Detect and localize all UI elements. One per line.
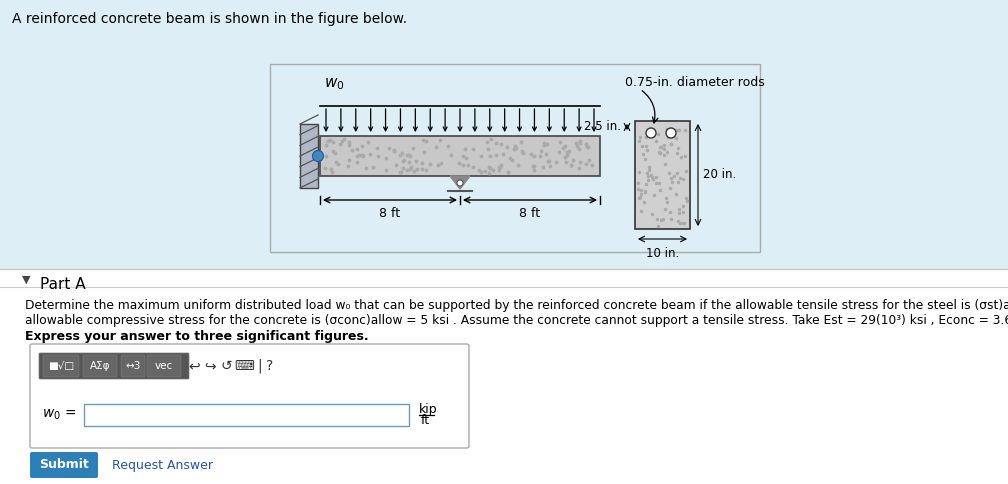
FancyBboxPatch shape (121, 355, 145, 377)
Bar (300, 124, 318, 188)
Text: 0.75-in. diameter rods: 0.75-in. diameter rods (625, 76, 765, 89)
Text: 2.5 in.: 2.5 in. (584, 121, 621, 134)
Text: 8 ft: 8 ft (519, 207, 540, 220)
Text: ↩: ↩ (188, 359, 200, 373)
Text: $w_0$ =: $w_0$ = (42, 408, 77, 422)
Polygon shape (450, 176, 470, 189)
FancyBboxPatch shape (43, 355, 79, 377)
Text: Determine the maximum uniform distributed load w₀ that can be supported by the r: Determine the maximum uniform distribute… (25, 299, 1008, 312)
Text: vec: vec (155, 361, 173, 371)
Text: |: | (258, 359, 262, 373)
Text: Express your answer to three significant figures.: Express your answer to three significant… (25, 330, 369, 343)
Text: Request Answer: Request Answer (112, 458, 213, 471)
Text: ⌨: ⌨ (234, 359, 254, 373)
Text: Part A: Part A (40, 277, 86, 292)
FancyBboxPatch shape (30, 452, 98, 478)
Text: 20 in.: 20 in. (703, 168, 736, 182)
Circle shape (457, 180, 463, 186)
Text: kip: kip (419, 404, 437, 417)
FancyBboxPatch shape (30, 344, 469, 448)
Text: A reinforced concrete beam is shown in the figure below.: A reinforced concrete beam is shown in t… (12, 12, 407, 26)
Text: Submit: Submit (39, 458, 89, 471)
Text: 10 in.: 10 in. (646, 247, 679, 260)
Circle shape (312, 151, 324, 162)
Text: 8 ft: 8 ft (379, 207, 400, 220)
Text: ↔3: ↔3 (125, 361, 141, 371)
Text: $w_0$: $w_0$ (324, 76, 345, 92)
Text: ?: ? (266, 359, 273, 373)
Text: AΣφ: AΣφ (90, 361, 110, 371)
FancyBboxPatch shape (83, 355, 117, 377)
Bar (320, 136, 600, 176)
Bar (84, 404, 409, 426)
Text: ↺: ↺ (220, 359, 232, 373)
FancyBboxPatch shape (147, 355, 181, 377)
Circle shape (646, 128, 656, 138)
Bar (0, 269, 1008, 484)
Circle shape (666, 128, 676, 138)
FancyBboxPatch shape (39, 353, 190, 379)
Text: allowable compressive stress for the concrete is (σconc)allow = 5 ksi . Assume t: allowable compressive stress for the con… (25, 314, 1008, 327)
Bar (635, 121, 690, 229)
Text: ↪: ↪ (205, 359, 216, 373)
Text: ft: ft (421, 413, 430, 426)
Bar (270, 64, 760, 252)
Text: ▼: ▼ (22, 275, 30, 285)
Text: ■√□: ■√□ (48, 361, 74, 371)
